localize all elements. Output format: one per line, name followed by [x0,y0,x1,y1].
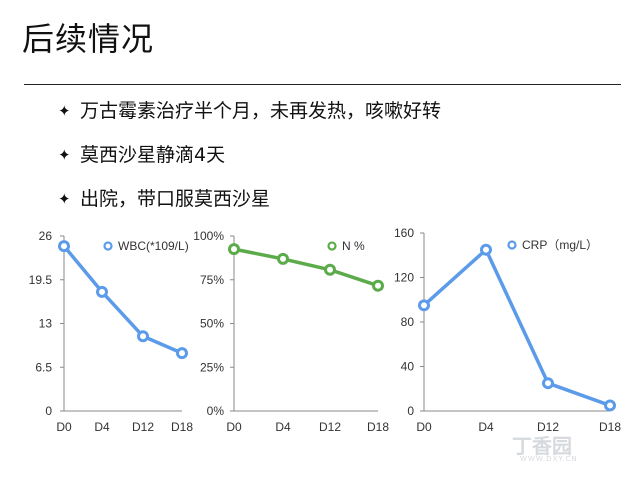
series-line [233,247,379,288]
data-point [542,377,554,390]
four-point-star-icon: ✦ [58,190,71,208]
y-tick-label: 0% [207,404,225,418]
x-tick-label: D18 [171,420,193,434]
legend-marker [327,241,337,251]
series-line [422,247,611,408]
y-tick-label: 0 [45,404,52,418]
x-tick-label: D12 [132,420,154,434]
y-tick-label: 80 [401,315,415,329]
x-tick-label: D0 [56,420,72,434]
watermark-text: 丁香园 [512,434,572,458]
x-tick-label: D18 [367,420,389,434]
data-point [324,263,336,276]
legend-marker [507,240,517,250]
data-point [480,243,492,256]
series-line [62,244,183,355]
x-tick-label: D0 [226,420,242,434]
data-point [277,252,289,265]
bullet-text: 出院，带口服莫西沙星 [80,188,271,210]
y-tick-label: 19.5 [29,273,53,287]
x-tick-label: D4 [478,420,494,434]
watermark-url: WWW.DXY.CN [520,455,578,463]
data-point [372,279,384,292]
x-tick-label: D18 [599,420,621,434]
legend-marker [103,241,113,251]
data-point [604,399,616,412]
slide-title: 后续情况 [22,20,155,58]
data-point [137,330,149,343]
bullet-text: 万古霉素治疗半个月，未再发热，咳嗽好转 [80,100,442,122]
y-tick-label: 25% [200,360,224,374]
y-tick-label: 160 [394,226,414,240]
legend-label: CRP（mg/L） [522,238,598,252]
y-tick-label: 6.5 [35,360,52,374]
bullet-text: 莫西沙星静滴4天 [80,144,226,166]
data-point [58,240,70,253]
four-point-star-icon: ✦ [58,146,71,164]
data-point [418,299,430,312]
data-point [228,243,240,256]
bullet-item: ✦ 莫西沙星静滴4天 [58,142,225,168]
data-point [176,347,188,360]
bullet-item: ✦ 出院，带口服莫西沙星 [58,186,270,212]
y-tick-label: 100% [193,229,224,243]
y-tick-label: 40 [401,360,415,374]
title-divider [24,84,621,85]
x-tick-label: D12 [537,420,559,434]
watermark-logo: 丁香园 WWW.DXY.CN [512,430,577,463]
y-tick-label: 0 [407,404,414,418]
y-tick-label: 26 [39,229,53,243]
y-tick-label: 13 [39,317,53,331]
y-tick-label: 50% [200,317,224,331]
x-tick-label: D0 [416,420,432,434]
x-tick-label: D4 [275,420,291,434]
x-tick-label: D12 [319,420,341,434]
x-tick-label: D4 [94,420,110,434]
data-point [96,285,108,298]
y-tick-label: 75% [200,273,224,287]
bullet-item: ✦ 万古霉素治疗半个月，未再发热，咳嗽好转 [58,98,441,124]
y-tick-label: 120 [394,271,414,285]
four-point-star-icon: ✦ [58,102,71,120]
legend-label: WBC(*109/L) [118,239,189,253]
legend-label: N % [342,239,365,253]
